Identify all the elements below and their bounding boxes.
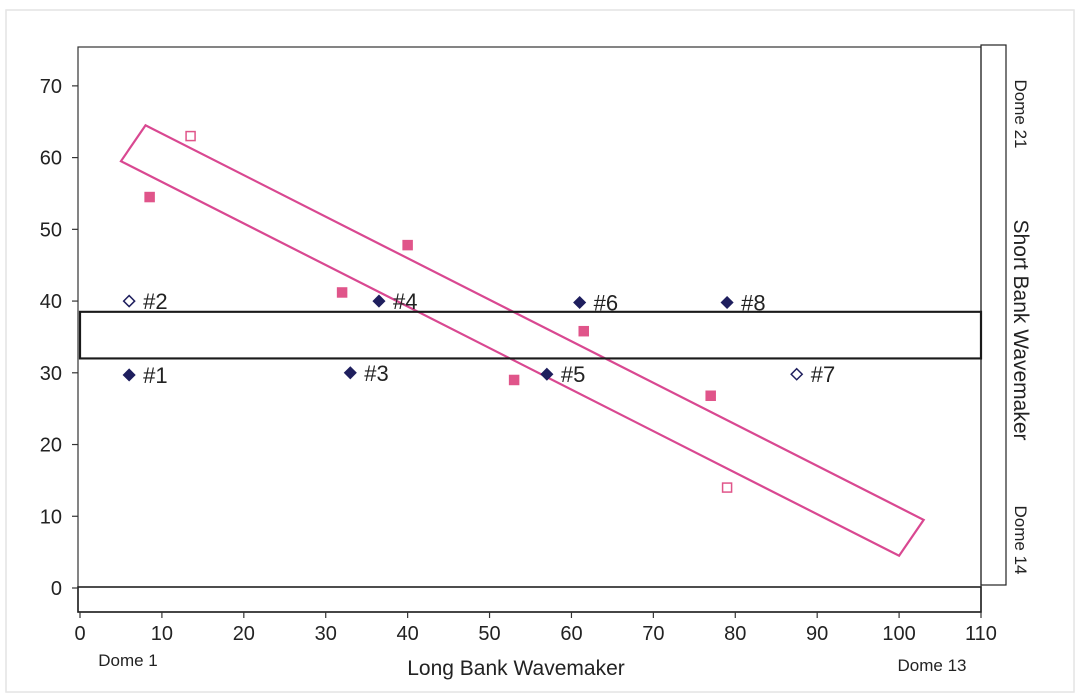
diamond-point xyxy=(790,367,804,381)
short-bank-band-rectangle xyxy=(78,310,983,360)
dome-14-label: Dome 14 xyxy=(1011,506,1030,575)
diamond-point xyxy=(372,294,386,308)
plot-area xyxy=(77,46,982,613)
y-tick-label: 30 xyxy=(40,363,62,385)
short-bank-wavemaker-panel xyxy=(980,44,1007,586)
point-label: #6 xyxy=(594,291,618,316)
y-tick-label: 40 xyxy=(40,291,62,313)
y-tick-label: 20 xyxy=(40,435,62,457)
x-tick-label: 110 xyxy=(965,623,997,645)
x-tick-label: 70 xyxy=(642,623,664,645)
diamond-point xyxy=(122,368,136,382)
square-point xyxy=(508,374,520,386)
diamond-point xyxy=(720,295,734,310)
y-tick-label: 70 xyxy=(40,76,62,98)
page-border xyxy=(5,9,1075,693)
point-label: #8 xyxy=(741,291,765,316)
point-label: #4 xyxy=(393,289,417,314)
overlay-shapes xyxy=(78,123,983,558)
x-axis: 0 10 20 30 40 50 60 70 80 90 100 110 xyxy=(74,612,997,645)
y-axis: 0 10 20 30 40 50 60 70 xyxy=(40,76,78,600)
x-tick-label: 100 xyxy=(882,623,915,645)
x-tick-label: 10 xyxy=(151,623,173,645)
data-points: #1 #3 #4 #5 #6 #8 #2 #7 xyxy=(122,130,835,493)
x-tick-label: 20 xyxy=(233,623,255,645)
y-tick-label: 10 xyxy=(40,506,62,528)
dome-13-label: Dome 13 xyxy=(898,656,967,675)
point-label: #1 xyxy=(143,363,167,388)
y-tick-label: 50 xyxy=(40,219,62,241)
x-tick-label: 50 xyxy=(478,623,500,645)
square-point xyxy=(705,390,716,402)
diamond-point xyxy=(122,294,136,308)
x-tick-label: 30 xyxy=(315,623,337,645)
square-point xyxy=(721,482,733,493)
x-tick-label: 90 xyxy=(806,623,828,645)
square-point xyxy=(185,130,196,142)
point-label: #7 xyxy=(811,362,835,387)
x-axis-title: Long Bank Wavemaker xyxy=(407,657,625,680)
square-point xyxy=(144,191,155,203)
point-label: #5 xyxy=(561,362,585,387)
square-point xyxy=(336,287,348,298)
dome-1-label: Dome 1 xyxy=(98,651,158,670)
diamond-point xyxy=(540,367,554,381)
point-label: #3 xyxy=(364,361,388,386)
point-label: #2 xyxy=(143,289,167,314)
x-tick-label: 60 xyxy=(560,623,582,645)
x-tick-label: 80 xyxy=(724,623,746,645)
y-tick-label: 60 xyxy=(40,148,62,170)
trend-band-rectangle xyxy=(119,123,926,558)
x-tick-label: 40 xyxy=(397,623,419,645)
short-bank-wavemaker-title: Short Bank Wavemaker xyxy=(1009,220,1032,441)
dome-21-label: Dome 21 xyxy=(1011,80,1030,149)
square-point xyxy=(402,239,413,251)
long-bank-wavemaker-strip xyxy=(77,586,982,613)
diamond-point xyxy=(343,366,357,380)
diamond-point xyxy=(573,295,587,310)
x-tick-label: 0 xyxy=(74,623,85,645)
y-tick-label: 0 xyxy=(51,578,62,600)
square-point xyxy=(578,325,589,337)
